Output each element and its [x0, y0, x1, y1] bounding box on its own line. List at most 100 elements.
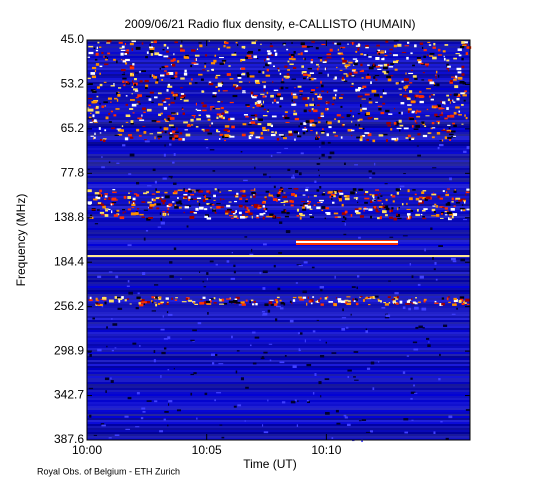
- spectrum-speck: [231, 335, 233, 339]
- spectrum-speck: [291, 92, 293, 96]
- spectrum-speck: [117, 307, 123, 310]
- spectrum-speck: [321, 43, 326, 46]
- spectrum-speck: [295, 282, 298, 284]
- spectrum-speck: [411, 110, 415, 113]
- spectrum-speck: [169, 132, 173, 135]
- spectrum-row: [87, 316, 470, 318]
- spectrum-speck: [433, 210, 436, 214]
- spectrum-speck: [267, 128, 270, 132]
- spectrum-speck: [253, 193, 255, 196]
- spectrum-speck: [108, 161, 111, 164]
- spectrum-speck: [121, 125, 124, 128]
- spectrum-speck: [355, 191, 357, 194]
- spectrum-speck: [302, 194, 306, 196]
- spectrum-speck: [450, 130, 456, 133]
- spectrum-speck: [417, 59, 422, 62]
- spectrum-speck: [262, 115, 268, 117]
- spectrum-speck: [272, 101, 274, 104]
- spectrum-speck: [158, 103, 163, 106]
- spectrum-speck: [446, 131, 451, 133]
- spectrum-speck: [429, 52, 435, 55]
- spectrum-speck: [155, 197, 160, 200]
- spectrum-speck: [262, 173, 267, 176]
- spectrum-speck: [298, 172, 302, 176]
- spectrum-speck: [417, 154, 421, 157]
- spectrum-speck: [207, 312, 209, 315]
- spectrum-speck: [307, 77, 309, 79]
- spectrum-speck: [405, 72, 407, 75]
- spectrum-speck: [214, 211, 217, 214]
- spectrum-speck: [194, 54, 200, 57]
- spectrum-speck: [345, 326, 349, 329]
- spectrum-speck: [313, 109, 318, 113]
- spectrum-speck: [340, 136, 343, 139]
- spectrum-speck: [212, 353, 218, 356]
- spectrum-speck: [320, 303, 324, 306]
- spectrum-speck: [92, 114, 95, 118]
- spectrum-speck: [135, 46, 141, 50]
- spectrum-speck: [250, 117, 253, 120]
- spectrum-speck: [105, 116, 109, 120]
- spectrum-speck: [440, 213, 444, 215]
- spectrum-speck: [341, 76, 344, 80]
- spectrum-speck: [446, 297, 449, 301]
- spectrum-speck: [132, 202, 135, 204]
- spectrum-speck: [169, 261, 173, 264]
- spectrum-speck: [380, 111, 385, 115]
- spectrum-speck: [125, 58, 130, 62]
- spectrum-speck: [326, 56, 332, 59]
- spectrum-speck: [226, 73, 231, 76]
- spectrum-speck: [340, 94, 344, 96]
- spectrum-speck: [316, 319, 319, 321]
- spectrum-speck: [380, 51, 385, 54]
- spectrum-speck: [421, 196, 427, 200]
- spectrum-speck: [408, 307, 411, 311]
- spectrum-speck: [423, 55, 426, 58]
- spectrum-speck: [245, 56, 249, 59]
- spectrum-row: [87, 52, 470, 54]
- spectrum-speck: [338, 195, 342, 199]
- spectrum-speck: [107, 52, 111, 55]
- spectrum-speck: [288, 130, 292, 134]
- spectrum-speck: [168, 132, 171, 135]
- spectrum-speck: [291, 200, 294, 203]
- spectrum-speck: [196, 197, 202, 200]
- spectrum-speck: [436, 214, 440, 217]
- spectrum-speck: [361, 135, 366, 137]
- spectrum-speck: [427, 132, 431, 134]
- y-tick-label: 342.7: [54, 388, 84, 402]
- spectrum-row: [87, 168, 470, 170]
- spectrum-speck: [306, 129, 309, 133]
- spectrum-row: [87, 154, 470, 156]
- spectrum-speck: [131, 48, 134, 51]
- spectrum-speck: [443, 324, 448, 327]
- spectrum-speck: [260, 357, 265, 360]
- spectrum-speck: [98, 46, 102, 48]
- spectrum-speck: [234, 298, 238, 302]
- spectrum-speck: [167, 207, 170, 210]
- spectrum-speck: [407, 108, 412, 111]
- spectrum-speck: [415, 122, 418, 124]
- spectrum-speck: [129, 136, 134, 139]
- spectrum-speck: [460, 92, 465, 95]
- spectrum-speck: [122, 60, 127, 63]
- spectrum-row: [87, 122, 470, 124]
- spectrum-speck: [183, 188, 185, 191]
- spectrum-speck: [435, 76, 437, 79]
- spectrum-speck: [122, 209, 126, 211]
- spectrum-speck: [174, 299, 178, 301]
- spectrum-speck: [206, 303, 212, 305]
- spectrum-speck: [403, 78, 409, 81]
- spectrum-speck: [375, 65, 380, 68]
- spectrum-speck: [174, 190, 178, 193]
- spectrum-speck: [249, 122, 251, 124]
- spectrum-speck: [232, 211, 236, 215]
- spectrum-speck: [421, 191, 425, 194]
- spectrum-speck: [221, 101, 223, 103]
- spectrum-speck: [100, 298, 102, 301]
- spectrum-speck: [242, 123, 247, 126]
- spectrum-speck: [252, 303, 255, 306]
- spectrum-speck: [174, 41, 178, 44]
- spectrum-speck: [146, 217, 151, 221]
- spectrum-speck: [433, 106, 437, 109]
